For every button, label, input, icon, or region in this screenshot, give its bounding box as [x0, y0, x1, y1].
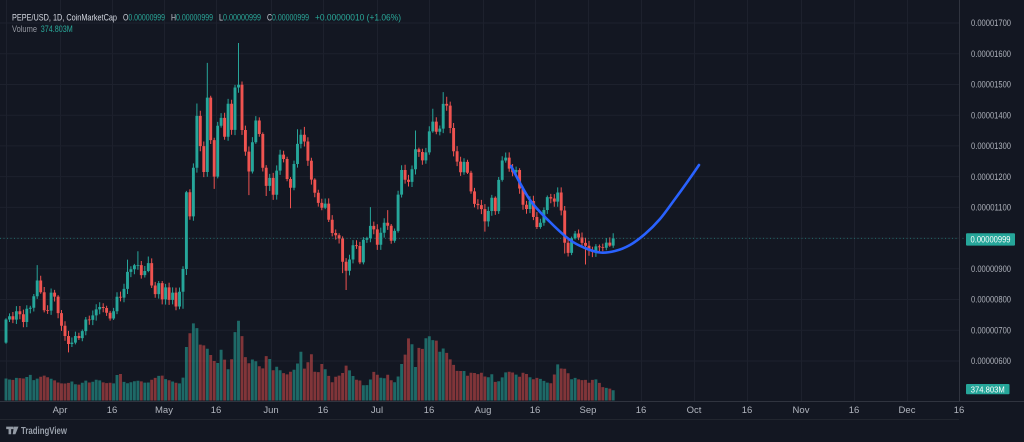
svg-text:+0.00000010 (+1.06%): +0.00000010 (+1.06%) — [315, 12, 401, 22]
svg-text:0.00000700: 0.00000700 — [971, 326, 1011, 336]
svg-text:374.803M: 374.803M — [41, 24, 73, 34]
svg-text:0.00000800: 0.00000800 — [971, 295, 1011, 305]
svg-text:16: 16 — [849, 405, 860, 416]
svg-text:0.00000999: 0.00000999 — [971, 235, 1011, 245]
svg-text:C0.00000999: C0.00000999 — [267, 12, 309, 22]
svg-text:0.00001700: 0.00001700 — [971, 18, 1011, 28]
svg-text:16: 16 — [954, 405, 965, 416]
svg-text:16: 16 — [742, 405, 753, 416]
svg-text:16: 16 — [424, 405, 435, 416]
svg-text:Oct: Oct — [687, 405, 702, 416]
svg-text:0.00001600: 0.00001600 — [971, 49, 1011, 59]
svg-text:H0.00000999: H0.00000999 — [171, 12, 213, 22]
svg-text:Apr: Apr — [53, 405, 68, 416]
svg-text:16: 16 — [636, 405, 647, 416]
svg-text:0.00001400: 0.00001400 — [971, 110, 1011, 120]
svg-text:Jun: Jun — [263, 405, 278, 416]
svg-text:0.00001100: 0.00001100 — [971, 203, 1011, 213]
svg-text:Jul: Jul — [371, 405, 383, 416]
svg-text:O0.00000999: O0.00000999 — [123, 12, 165, 22]
svg-text:0.00000600: 0.00000600 — [971, 356, 1011, 366]
svg-text:16: 16 — [107, 405, 118, 416]
svg-text:0.00000900: 0.00000900 — [971, 264, 1011, 274]
svg-text:0.00001300: 0.00001300 — [971, 141, 1011, 151]
svg-text:Nov: Nov — [793, 405, 810, 416]
svg-text:Aug: Aug — [475, 405, 492, 416]
svg-text:0.00001200: 0.00001200 — [971, 172, 1011, 182]
svg-text:L0.00000999: L0.00000999 — [219, 12, 261, 22]
svg-text:Volume: Volume — [12, 24, 37, 34]
svg-text:Dec: Dec — [899, 405, 916, 416]
svg-text:16: 16 — [530, 405, 541, 416]
svg-text:May: May — [155, 405, 173, 416]
svg-text:374.803M: 374.803M — [971, 384, 1005, 394]
svg-text:16: 16 — [211, 405, 222, 416]
svg-text:0.00001500: 0.00001500 — [971, 80, 1011, 90]
svg-text:PEPE/USD, 1D, CoinMarketCap: PEPE/USD, 1D, CoinMarketCap — [12, 12, 117, 22]
svg-text:Sep: Sep — [580, 405, 597, 416]
svg-text:16: 16 — [318, 405, 329, 416]
svg-text:TradingView: TradingView — [21, 426, 67, 437]
